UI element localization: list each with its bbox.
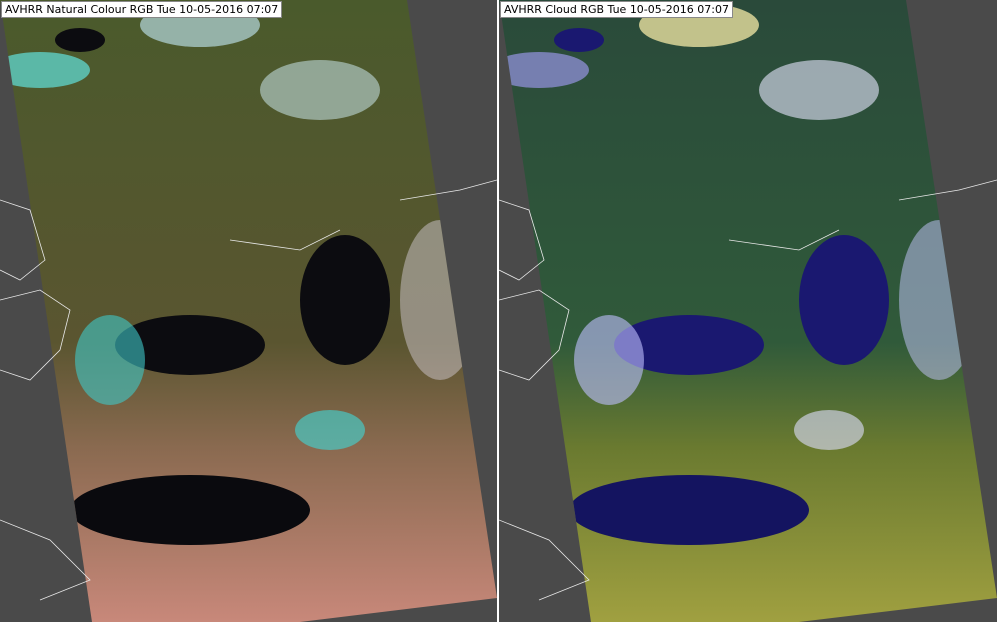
- panel-title: AVHRR Natural Colour RGB Tue 10-05-2016 …: [1, 1, 283, 18]
- panel-title: AVHRR Cloud RGB Tue 10-05-2016 07:07: [500, 1, 733, 18]
- natural-colour-panel: [0, 0, 497, 622]
- cloud-rgb-panel: [499, 0, 997, 622]
